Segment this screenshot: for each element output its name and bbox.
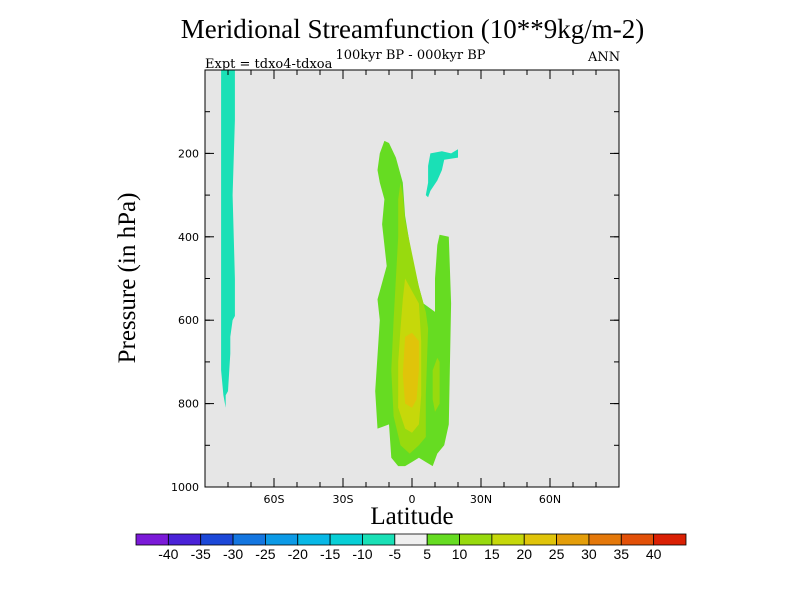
colorbar-label: 15 bbox=[484, 546, 500, 562]
colorbar-box-14 bbox=[556, 533, 590, 546]
colorbar-label: 40 bbox=[646, 546, 662, 562]
colorbar-label: -10 bbox=[352, 546, 372, 562]
colorbar-box-5 bbox=[265, 533, 299, 546]
colorbar-box-9 bbox=[394, 533, 428, 546]
colorbar-box-15 bbox=[588, 533, 622, 546]
colorbar-box-8 bbox=[362, 533, 396, 546]
y-tick-label: 200 bbox=[178, 147, 199, 160]
x-tick-label: 60N bbox=[539, 493, 561, 506]
x-tick-label: 30N bbox=[470, 493, 492, 506]
colorbar-box-13 bbox=[523, 533, 557, 546]
chart-subtitle-time-range: 100kyr BP - 000kyr BP bbox=[335, 48, 486, 63]
colorbar-box-12 bbox=[491, 533, 525, 546]
contour-region-1 bbox=[221, 70, 235, 408]
x-tick-label: 0 bbox=[409, 493, 416, 506]
colorbar-box-10 bbox=[426, 533, 460, 546]
colorbar-label: 20 bbox=[516, 546, 532, 562]
colorbar-label: 30 bbox=[581, 546, 597, 562]
colorbar-box-3 bbox=[200, 533, 234, 546]
colorbar-label: -35 bbox=[191, 546, 211, 562]
contour-region-7 bbox=[432, 357, 440, 412]
y-tick-label: 400 bbox=[178, 231, 199, 244]
chart-subtitle-experiment: Expt = tdxo4-tdxoa bbox=[205, 57, 333, 72]
y-tick-label: 800 bbox=[178, 398, 199, 411]
colorbar-label: -40 bbox=[158, 546, 178, 562]
y-tick-label: 1000 bbox=[171, 481, 199, 494]
colorbar-box-4 bbox=[232, 533, 266, 546]
colorbar-box-11 bbox=[459, 533, 493, 546]
y-tick-label: 600 bbox=[178, 314, 199, 327]
x-tick-label: 60S bbox=[264, 493, 285, 506]
colorbar-box-2 bbox=[167, 533, 202, 546]
chart-title: Meridional Streamfunction (10**9kg/m-2) bbox=[180, 14, 645, 44]
contour-region-6 bbox=[402, 332, 419, 408]
colorbar-box-17 bbox=[653, 533, 687, 546]
colorbar-label: -15 bbox=[320, 546, 340, 562]
x-axis-label: Latitude bbox=[370, 503, 454, 530]
chart-subtitle-season: ANN bbox=[588, 50, 621, 65]
colorbar-label: 35 bbox=[614, 546, 630, 562]
contour-region-2 bbox=[425, 149, 458, 198]
colorbar-label: 5 bbox=[423, 546, 431, 562]
colorbar-box-16 bbox=[620, 533, 655, 546]
colorbar-label: -20 bbox=[288, 546, 308, 562]
colorbar-label: -30 bbox=[223, 546, 243, 562]
colorbar-label: -5 bbox=[389, 546, 402, 562]
colorbar-label: 10 bbox=[452, 546, 468, 562]
x-tick-label: 30S bbox=[333, 493, 354, 506]
colorbar-label: 25 bbox=[549, 546, 565, 562]
colorbar-box-6 bbox=[297, 533, 331, 546]
colorbar-box-7 bbox=[329, 533, 363, 546]
colorbar-box-1 bbox=[135, 533, 169, 546]
colorbar-label: -25 bbox=[255, 546, 275, 562]
plot-area bbox=[205, 70, 619, 487]
axes: 60S 30S 0 30N 60N 200 400 600 800 1000 bbox=[171, 69, 620, 506]
colorbar: -40 -35 -30 -25 -20 -15 -10 -5 5 10 15 20 25 30 35 40 bbox=[135, 533, 687, 562]
